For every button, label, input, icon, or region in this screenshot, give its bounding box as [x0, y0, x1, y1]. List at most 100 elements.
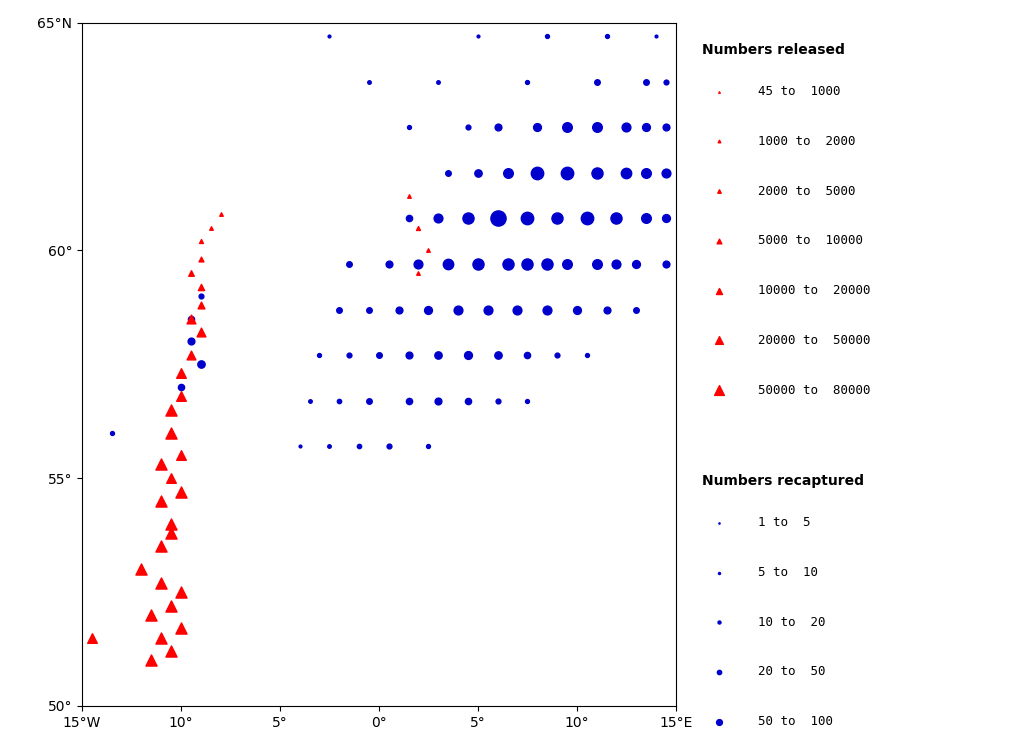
- Point: [440, 258, 457, 270]
- Point: [539, 30, 555, 42]
- Point: [559, 122, 575, 134]
- Point: [430, 349, 446, 361]
- Text: 1 to  5: 1 to 5: [758, 516, 811, 529]
- Point: [489, 395, 506, 407]
- Point: [193, 253, 209, 265]
- Point: [193, 290, 209, 302]
- Text: 50000 to  80000: 50000 to 80000: [758, 384, 870, 397]
- Point: [711, 566, 727, 578]
- Point: [440, 167, 457, 179]
- Point: [173, 486, 189, 498]
- Text: 2000 to  5000: 2000 to 5000: [758, 185, 856, 198]
- Text: 10 to  20: 10 to 20: [758, 616, 825, 629]
- Point: [133, 563, 150, 575]
- Point: [331, 395, 347, 407]
- Point: [711, 285, 727, 297]
- Point: [143, 609, 160, 621]
- Point: [460, 213, 476, 225]
- Point: [341, 349, 357, 361]
- Point: [489, 122, 506, 134]
- Point: [711, 185, 727, 197]
- Point: [711, 384, 727, 396]
- Point: [638, 122, 654, 134]
- Text: 20000 to  50000: 20000 to 50000: [758, 334, 870, 347]
- Point: [322, 30, 338, 42]
- Point: [153, 458, 169, 470]
- Point: [519, 349, 536, 361]
- Point: [351, 440, 368, 452]
- Point: [711, 666, 727, 678]
- Point: [173, 390, 189, 402]
- Text: 20 to  50: 20 to 50: [758, 665, 825, 678]
- Point: [182, 336, 199, 348]
- Point: [371, 349, 387, 361]
- Point: [84, 632, 100, 644]
- Point: [153, 495, 169, 507]
- Point: [500, 167, 516, 179]
- Point: [163, 472, 179, 484]
- Point: [450, 303, 466, 315]
- Point: [381, 440, 397, 452]
- Point: [589, 76, 605, 88]
- Point: [143, 654, 160, 666]
- Point: [193, 327, 209, 339]
- Point: [628, 258, 644, 270]
- Point: [657, 258, 674, 270]
- Point: [489, 349, 506, 361]
- Point: [163, 404, 179, 416]
- Point: [638, 213, 654, 225]
- Text: 10000 to  20000: 10000 to 20000: [758, 284, 870, 297]
- Point: [608, 213, 625, 225]
- Point: [529, 122, 546, 134]
- Point: [411, 258, 427, 270]
- Point: [529, 167, 546, 179]
- Point: [173, 623, 189, 635]
- Point: [153, 577, 169, 589]
- Point: [589, 167, 605, 179]
- Point: [400, 122, 417, 134]
- Point: [163, 427, 179, 439]
- Point: [470, 30, 486, 42]
- Point: [549, 349, 565, 361]
- Point: [173, 586, 189, 598]
- Point: [420, 244, 436, 256]
- Point: [182, 349, 199, 361]
- Point: [559, 258, 575, 270]
- Point: [381, 258, 397, 270]
- Point: [360, 303, 377, 315]
- Point: [539, 258, 555, 270]
- Point: [648, 30, 665, 42]
- Point: [411, 267, 427, 279]
- Point: [301, 395, 317, 407]
- Point: [390, 303, 407, 315]
- Point: [657, 122, 674, 134]
- Point: [460, 122, 476, 134]
- Point: [589, 122, 605, 134]
- Point: [608, 258, 625, 270]
- Point: [598, 303, 614, 315]
- Point: [579, 213, 595, 225]
- Point: [657, 213, 674, 225]
- Point: [589, 258, 605, 270]
- Point: [163, 517, 179, 529]
- Point: [292, 440, 308, 452]
- Point: [430, 213, 446, 225]
- Point: [400, 190, 417, 202]
- Point: [182, 267, 199, 279]
- Point: [460, 395, 476, 407]
- Point: [539, 303, 555, 315]
- Point: [193, 235, 209, 247]
- Point: [103, 427, 120, 439]
- Point: [618, 122, 635, 134]
- Point: [173, 367, 189, 379]
- Point: [711, 235, 727, 247]
- Point: [657, 167, 674, 179]
- Text: Numbers released: Numbers released: [702, 44, 846, 57]
- Point: [549, 213, 565, 225]
- Point: [193, 281, 209, 293]
- Point: [400, 349, 417, 361]
- Point: [163, 600, 179, 612]
- Point: [711, 86, 727, 98]
- Point: [711, 517, 727, 529]
- Point: [430, 395, 446, 407]
